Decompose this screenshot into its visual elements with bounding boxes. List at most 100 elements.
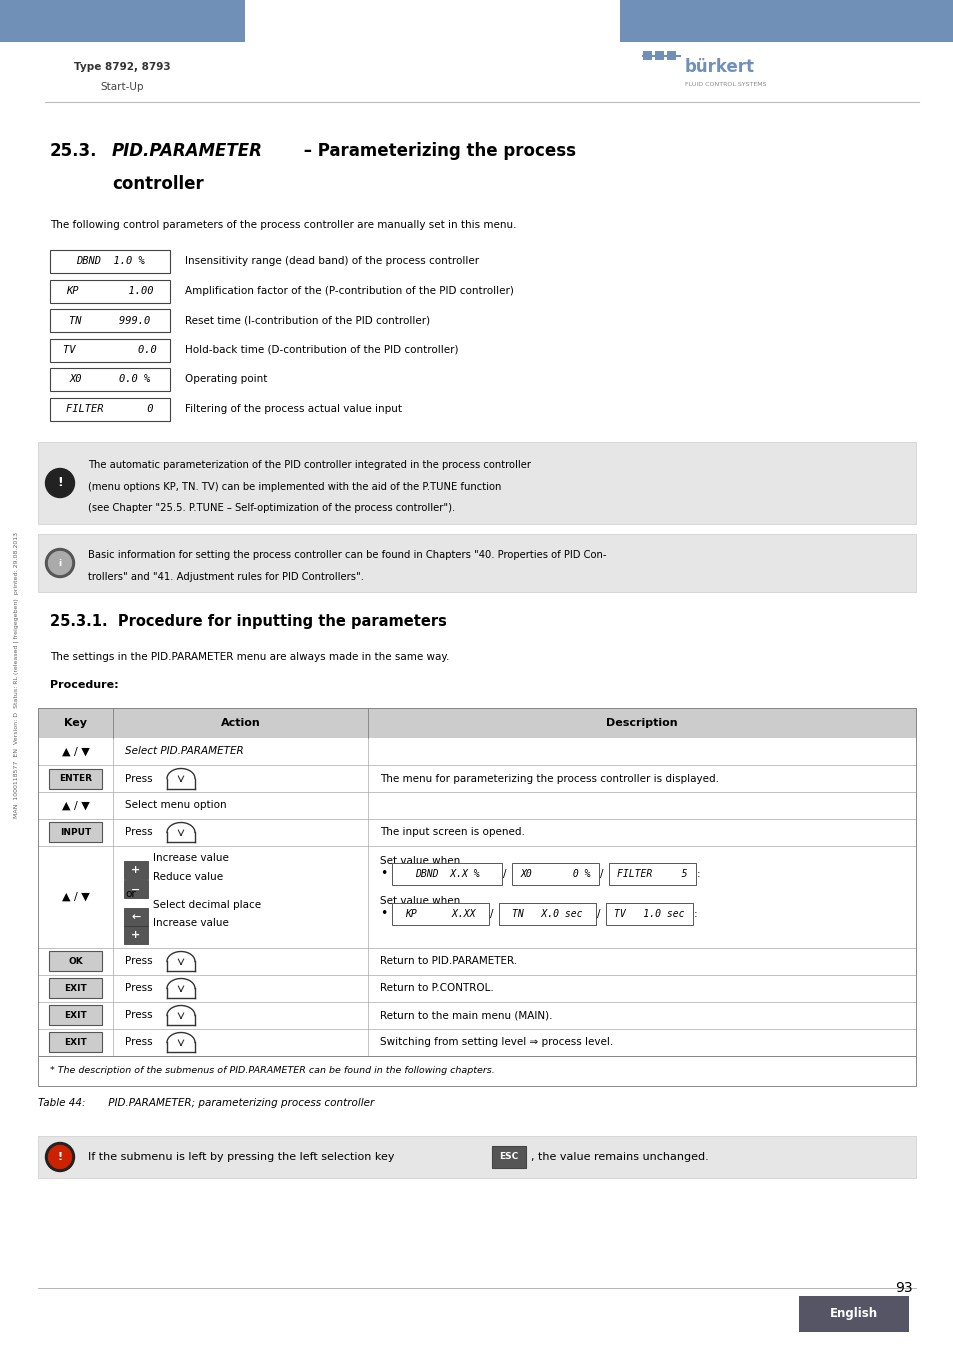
FancyBboxPatch shape xyxy=(124,880,148,898)
Text: trollers" and "41. Adjustment rules for PID Controllers".: trollers" and "41. Adjustment rules for … xyxy=(88,572,364,582)
Text: Action: Action xyxy=(220,718,260,728)
FancyBboxPatch shape xyxy=(124,909,148,926)
Text: Insensitivity range (dead band) of the process controller: Insensitivity range (dead band) of the p… xyxy=(185,256,478,266)
FancyBboxPatch shape xyxy=(50,339,170,362)
Text: Operating point: Operating point xyxy=(185,374,267,385)
Text: Reduce value: Reduce value xyxy=(152,872,223,882)
Text: ←: ← xyxy=(132,913,140,922)
Text: X0      0.0 %: X0 0.0 % xyxy=(70,374,151,385)
Text: •: • xyxy=(379,868,387,880)
Text: Hold-back time (D-contribution of the PID controller): Hold-back time (D-contribution of the PI… xyxy=(185,346,458,355)
FancyBboxPatch shape xyxy=(50,369,170,391)
Text: PID.PARAMETER: PID.PARAMETER xyxy=(112,142,263,161)
Text: −: − xyxy=(132,884,140,895)
Text: MAN  1000118577  EN  Version: D  Status: RL (released | freigegeben)  printed: 2: MAN 1000118577 EN Version: D Status: RL … xyxy=(13,532,19,818)
Text: TV   1.0 sec: TV 1.0 sec xyxy=(614,909,684,919)
Text: Basic information for setting the process controller can be found in Chapters "4: Basic information for setting the proces… xyxy=(88,549,606,560)
Text: +: + xyxy=(132,865,140,876)
Text: TV          0.0: TV 0.0 xyxy=(63,346,156,355)
FancyBboxPatch shape xyxy=(666,51,676,59)
Text: KP        1.00: KP 1.00 xyxy=(66,286,153,296)
Circle shape xyxy=(46,548,74,578)
FancyBboxPatch shape xyxy=(49,952,102,972)
Text: Increase value: Increase value xyxy=(152,918,229,927)
Text: /: / xyxy=(599,869,603,879)
Text: The automatic parameterization of the PID controller integrated in the process c: The automatic parameterization of the PI… xyxy=(88,460,531,470)
Text: !: ! xyxy=(57,477,63,490)
Text: FLUID CONTROL SYSTEMS: FLUID CONTROL SYSTEMS xyxy=(684,82,765,86)
Text: :: : xyxy=(693,909,697,919)
Circle shape xyxy=(49,1146,71,1169)
FancyBboxPatch shape xyxy=(492,1146,525,1168)
FancyBboxPatch shape xyxy=(498,903,596,925)
Text: Start-Up: Start-Up xyxy=(100,82,144,92)
Text: English: English xyxy=(829,1308,877,1320)
FancyBboxPatch shape xyxy=(49,768,102,788)
FancyBboxPatch shape xyxy=(50,279,170,302)
Text: EXIT: EXIT xyxy=(64,984,87,994)
Text: INPUT: INPUT xyxy=(60,828,91,837)
FancyBboxPatch shape xyxy=(38,819,915,846)
FancyBboxPatch shape xyxy=(512,863,598,886)
Text: Increase value: Increase value xyxy=(152,853,229,863)
Text: bürkert: bürkert xyxy=(684,58,754,76)
FancyBboxPatch shape xyxy=(38,792,915,819)
Text: TN   X.0 sec: TN X.0 sec xyxy=(512,909,582,919)
Text: Set value when: Set value when xyxy=(379,856,459,865)
Text: FILTER       0: FILTER 0 xyxy=(66,404,153,414)
Text: 25.3.: 25.3. xyxy=(50,142,97,161)
Text: Switching from setting level ⇒ process level.: Switching from setting level ⇒ process l… xyxy=(379,1038,613,1048)
Text: The input screen is opened.: The input screen is opened. xyxy=(379,828,524,837)
FancyBboxPatch shape xyxy=(392,863,501,886)
Circle shape xyxy=(46,1142,74,1172)
Text: If the submenu is left by pressing the left selection key: If the submenu is left by pressing the l… xyxy=(88,1152,397,1162)
FancyBboxPatch shape xyxy=(50,397,170,420)
Text: Select decimal place: Select decimal place xyxy=(152,900,261,910)
Text: 93: 93 xyxy=(894,1281,912,1295)
Text: /: / xyxy=(490,909,493,919)
FancyBboxPatch shape xyxy=(49,1033,102,1053)
Text: Press: Press xyxy=(125,828,152,837)
Text: Description: Description xyxy=(605,718,677,728)
Text: Procedure:: Procedure: xyxy=(50,680,118,690)
Text: FILTER     5: FILTER 5 xyxy=(617,869,687,879)
Text: * The description of the submenus of PID.PARAMETER can be found in the following: * The description of the submenus of PID… xyxy=(50,1066,495,1076)
Text: DBND  1.0 %: DBND 1.0 % xyxy=(75,256,144,266)
Text: EXIT: EXIT xyxy=(64,1011,87,1021)
FancyBboxPatch shape xyxy=(38,1029,915,1056)
Text: Type 8792, 8793: Type 8792, 8793 xyxy=(73,62,171,72)
Circle shape xyxy=(49,552,71,575)
FancyBboxPatch shape xyxy=(799,1296,908,1332)
FancyBboxPatch shape xyxy=(38,1056,915,1085)
Text: Return to PID.PARAMETER.: Return to PID.PARAMETER. xyxy=(379,957,517,967)
Text: ▲ / ▼: ▲ / ▼ xyxy=(62,747,90,756)
Text: Select PID.PARAMETER: Select PID.PARAMETER xyxy=(125,747,244,756)
FancyBboxPatch shape xyxy=(619,0,953,42)
Text: ENTER: ENTER xyxy=(59,774,91,783)
Text: Key: Key xyxy=(64,718,87,728)
FancyBboxPatch shape xyxy=(38,535,915,593)
FancyBboxPatch shape xyxy=(38,948,915,975)
FancyBboxPatch shape xyxy=(124,861,148,879)
Text: Select menu option: Select menu option xyxy=(125,801,227,810)
Text: ▲ / ▼: ▲ / ▼ xyxy=(62,801,90,810)
FancyBboxPatch shape xyxy=(0,0,245,42)
FancyBboxPatch shape xyxy=(605,903,692,925)
Text: •: • xyxy=(379,907,387,921)
Text: DBND  X.X %: DBND X.X % xyxy=(415,869,478,879)
Text: , the value remains unchanged.: , the value remains unchanged. xyxy=(531,1152,708,1162)
FancyBboxPatch shape xyxy=(38,738,915,765)
Text: ▲ / ▼: ▲ / ▼ xyxy=(62,892,90,902)
Text: /: / xyxy=(502,869,506,879)
Text: or: or xyxy=(125,890,135,899)
FancyBboxPatch shape xyxy=(49,1006,102,1026)
Text: controller: controller xyxy=(112,176,204,193)
FancyBboxPatch shape xyxy=(38,707,915,738)
Text: +: + xyxy=(132,930,140,941)
Text: :: : xyxy=(697,869,700,879)
Text: Return to P.CONTROL.: Return to P.CONTROL. xyxy=(379,984,494,994)
Text: !: ! xyxy=(57,1152,63,1162)
FancyBboxPatch shape xyxy=(655,51,663,59)
FancyBboxPatch shape xyxy=(50,250,170,273)
Text: – Parameterizing the process: – Parameterizing the process xyxy=(297,142,576,161)
